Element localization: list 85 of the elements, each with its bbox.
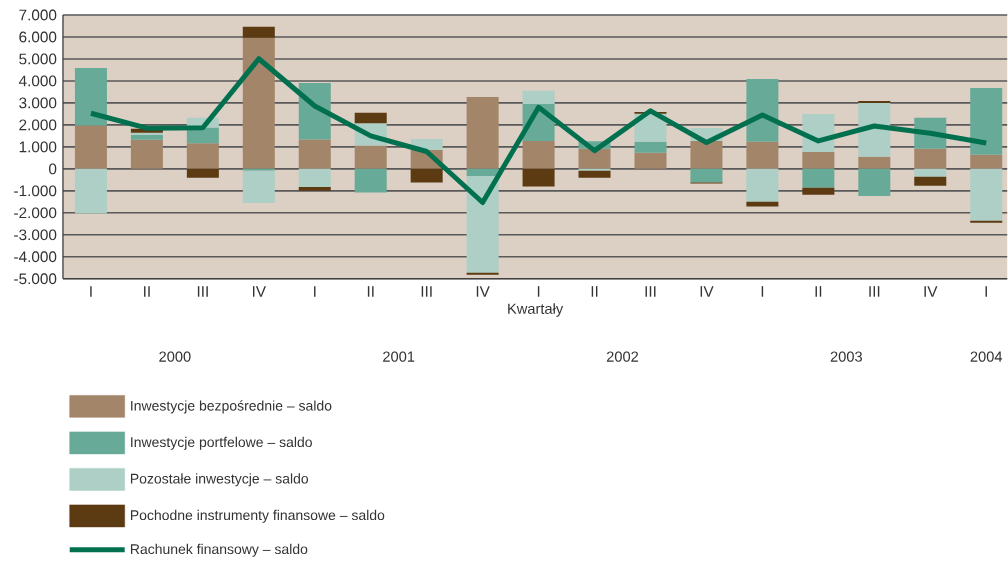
bar [130, 135, 163, 141]
text: 2002 [606, 351, 639, 363]
bar [578, 149, 611, 170]
bar [186, 143, 219, 170]
y-tick-label: 4.000 [18, 75, 57, 87]
x-tick-label: I [90, 286, 92, 297]
x-tick-label: II [815, 286, 822, 297]
y-tick-label: 7.000 [19, 9, 57, 21]
bar [354, 113, 387, 124]
legend-label: Pochodne instrumenty finansowe – saldo [130, 510, 385, 524]
bar [298, 187, 331, 192]
bar [522, 169, 555, 187]
bar [858, 169, 891, 197]
x-tick-label: II [144, 286, 150, 297]
bar [914, 176, 947, 187]
y-tick-label: -1.000 [14, 185, 57, 197]
bar [746, 169, 779, 203]
bar [578, 171, 611, 178]
bar [410, 169, 443, 183]
bar [858, 156, 891, 170]
y-tick-label: -5.000 [14, 273, 57, 285]
bar [690, 141, 723, 170]
bar [634, 142, 667, 154]
bar [74, 125, 107, 170]
y-tick-label: -3.000 [14, 229, 57, 241]
bar [746, 142, 779, 170]
bar [242, 26, 275, 38]
x-tick-label: III [197, 286, 208, 297]
x-tick-label: I [314, 286, 316, 297]
x-tick-label: IV [476, 286, 490, 297]
x-tick-label: II [367, 286, 374, 297]
x-tick-label: I [985, 286, 987, 297]
y-tick-label: -2.000 [14, 207, 57, 219]
y-tick-label: 6.000 [19, 31, 57, 43]
x-tick-label: II [591, 286, 598, 297]
bar [186, 169, 219, 178]
bar [354, 169, 387, 193]
x-tick-label: III [869, 286, 880, 297]
x-tick-label: IV [924, 286, 938, 297]
legend-label: Inwestycje bezpośrednie – saldo [131, 400, 332, 414]
bar [802, 169, 835, 188]
bar [802, 187, 835, 196]
y-tick-label: 1.000 [19, 141, 57, 153]
x-tick-label: III [421, 286, 432, 297]
bar [970, 155, 1003, 170]
x-tick-label: I [761, 286, 764, 297]
x-tick-label: IV [252, 286, 266, 297]
bar [466, 169, 499, 177]
bar [522, 91, 555, 105]
bar [522, 141, 555, 170]
x-tick-label: I [537, 286, 540, 297]
text: 2000 [159, 351, 191, 363]
text: 2004 [970, 351, 1003, 363]
y-tick-label: 5.000 [19, 53, 57, 65]
bar [858, 103, 891, 157]
legend-label: Pozostałe inwestycje – saldo [130, 473, 309, 487]
y-tick-label: 0 [49, 163, 57, 175]
bar [634, 153, 667, 170]
bar [74, 169, 107, 214]
bar [970, 169, 1003, 221]
text: 2001 [383, 351, 415, 363]
y-tick-label: 3.000 [19, 97, 57, 109]
y-tick-label: 2.000 [19, 119, 57, 131]
bar [746, 79, 779, 143]
bar [298, 169, 331, 188]
bar [914, 169, 947, 177]
bar [970, 88, 1003, 156]
bar [466, 97, 499, 170]
bar [74, 68, 107, 126]
bar [690, 169, 723, 183]
bar [242, 37, 275, 170]
text: 2003 [830, 351, 862, 363]
y-tick-label: -4.000 [14, 251, 57, 263]
bar [466, 176, 499, 274]
x-tick-label: IV [700, 286, 714, 297]
bar [354, 145, 387, 170]
x-tick-label: III [645, 286, 656, 297]
bar [130, 140, 163, 170]
legend-label: Rachunek finansowy – saldo [130, 544, 308, 558]
bar [298, 139, 331, 170]
legend-label: Inwestycje portfelowe – saldo [131, 437, 312, 451]
bar [802, 152, 835, 170]
bar [242, 171, 275, 204]
bar [914, 149, 947, 170]
x-axis-title: Kwartały [508, 303, 564, 318]
